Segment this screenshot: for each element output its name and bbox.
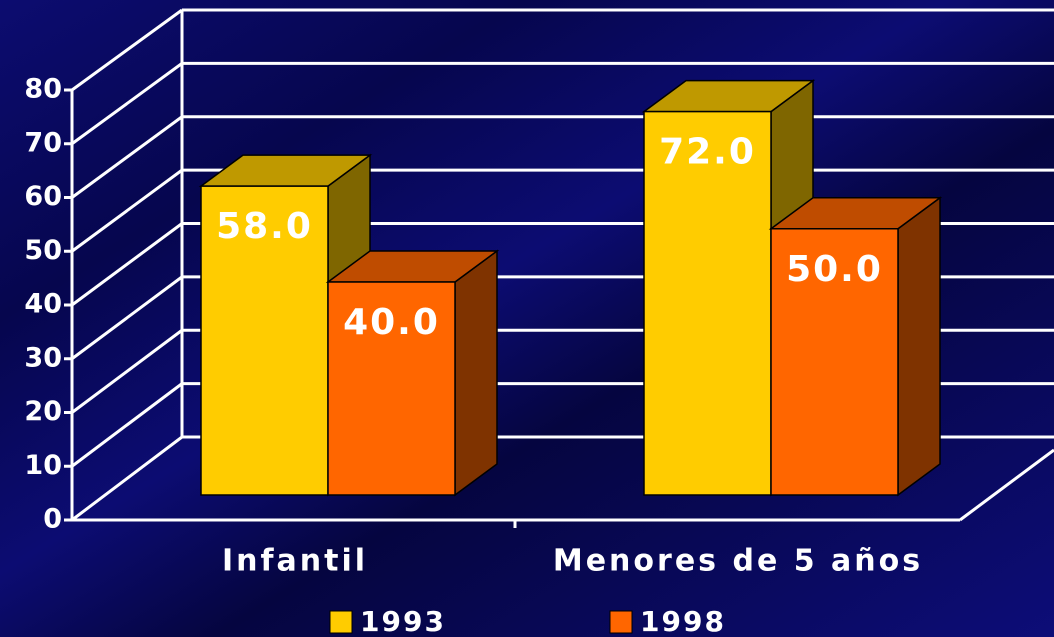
data-label: 40.0 xyxy=(343,302,440,343)
y-tick-label: 20 xyxy=(24,396,62,427)
legend-label: 1998 xyxy=(640,605,726,637)
legend-swatch xyxy=(609,610,633,634)
y-tick-label: 10 xyxy=(24,450,62,481)
grid-line xyxy=(71,115,183,199)
bar-side-shade xyxy=(455,251,497,495)
grid-line xyxy=(71,222,183,307)
legend-swatch xyxy=(329,610,353,634)
bar xyxy=(643,110,772,496)
y-tick-label: 60 xyxy=(24,181,62,212)
x-tick-label: Menores de 5 años xyxy=(553,544,923,579)
y-tick-label: 50 xyxy=(24,235,62,266)
y-tick-label: 70 xyxy=(24,127,62,158)
y-tick-label: 80 xyxy=(24,74,62,105)
data-label: 58.0 xyxy=(216,206,313,247)
bar-top-shade xyxy=(644,80,813,112)
grid-line xyxy=(71,382,183,468)
grid-line xyxy=(71,275,183,360)
data-label: 72.0 xyxy=(659,132,756,173)
legend-label: 1993 xyxy=(360,605,446,637)
floor-right-edge xyxy=(959,448,1054,522)
bar xyxy=(200,185,329,496)
bar-top-shade xyxy=(328,251,497,282)
y-tick-label: 0 xyxy=(43,504,62,535)
grid-line xyxy=(71,329,183,414)
bar xyxy=(770,228,899,496)
bar-top-shade xyxy=(771,197,940,229)
y-tick-label: 40 xyxy=(24,289,62,320)
grid-line xyxy=(71,62,183,145)
bar-side-shade xyxy=(898,197,940,495)
y-tick-label: 30 xyxy=(24,342,62,373)
data-label: 50.0 xyxy=(786,249,883,290)
grid-line xyxy=(71,435,183,522)
x-tick-label: Infantil xyxy=(222,544,368,579)
grid-line xyxy=(71,8,183,92)
bar xyxy=(327,281,456,496)
bar-top-shade xyxy=(201,155,370,187)
grid-line xyxy=(71,168,183,253)
